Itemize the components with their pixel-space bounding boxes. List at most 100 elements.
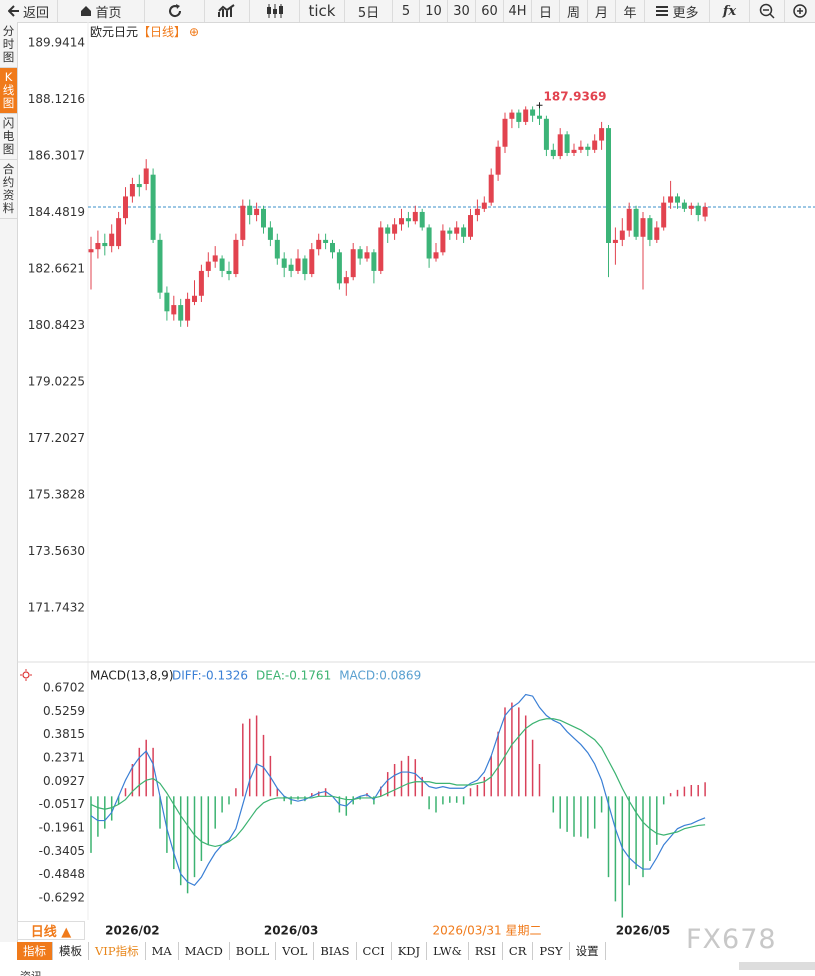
- candle-body: [688, 205, 694, 209]
- candle-body: [212, 255, 218, 262]
- candle-body: [116, 218, 122, 247]
- candle-body: [143, 168, 149, 184]
- x-tick-label: 2026/05: [616, 924, 670, 938]
- legend-entry: DEA:-0.1761: [256, 669, 331, 683]
- y-tick-label: 182.6621: [28, 262, 85, 276]
- candle-body: [323, 239, 329, 243]
- indicator-tab[interactable]: LW&: [427, 942, 469, 960]
- menu-icon: [656, 6, 669, 16]
- macd-title: MACD(13,8,9): [90, 669, 174, 683]
- y-tick-label: 0.6702: [43, 680, 85, 694]
- sidebar: 分时图 K线图 闪电图 合约资料: [0, 22, 18, 942]
- zoom-in[interactable]: [785, 0, 815, 22]
- macd-icon: [20, 669, 32, 681]
- candle-body: [599, 128, 605, 141]
- line-chart-button[interactable]: [205, 0, 250, 22]
- title-icon[interactable]: ⊕: [189, 25, 199, 39]
- candle-body: [564, 134, 570, 153]
- indicator-tab[interactable]: MACD: [178, 942, 230, 960]
- indicator-tab[interactable]: CCI: [356, 942, 392, 960]
- period-5d[interactable]: 5日: [345, 0, 393, 22]
- tab-contract[interactable]: 合约资料: [0, 160, 17, 219]
- candle-body: [702, 206, 708, 217]
- indicator-tab[interactable]: RSI: [468, 942, 503, 960]
- title-name: 欧元日元: [90, 25, 138, 39]
- candle-body: [419, 211, 425, 228]
- candle-body: [668, 196, 674, 203]
- candle-body: [675, 196, 680, 203]
- candle-body: [412, 211, 418, 222]
- candle-body: [330, 242, 335, 253]
- candle-body: [378, 227, 384, 271]
- back-label: 返回: [22, 5, 49, 21]
- period-5[interactable]: 5: [393, 0, 420, 22]
- high-marker: [536, 102, 543, 109]
- fx-button[interactable]: fx: [710, 0, 750, 22]
- candle-body: [495, 146, 501, 175]
- period-month[interactable]: 月: [588, 0, 616, 22]
- period-4h[interactable]: 4H: [504, 0, 532, 22]
- candle-body: [440, 230, 446, 253]
- indicator-tab[interactable]: PSY: [533, 942, 570, 960]
- candle-body: [640, 218, 646, 237]
- candle-body: [316, 239, 322, 250]
- candle-body: [192, 295, 197, 302]
- candle-body: [343, 277, 349, 284]
- candle-body: [281, 258, 287, 268]
- period-week[interactable]: 周: [560, 0, 588, 22]
- diff-line: [90, 693, 706, 886]
- candle-body: [240, 205, 246, 240]
- candle-body: [612, 239, 618, 243]
- tick-button[interactable]: tick: [300, 0, 345, 22]
- tab-timeshare[interactable]: 分时图: [0, 22, 17, 68]
- candle-body: [357, 249, 363, 259]
- indicator-tab[interactable]: 设置: [569, 942, 606, 960]
- indicator-tab[interactable]: CR: [502, 942, 534, 960]
- candle-body: [302, 258, 308, 275]
- candle-body: [647, 218, 653, 240]
- zoom-out[interactable]: [750, 0, 785, 22]
- y-tick-label: 177.2027: [28, 431, 85, 445]
- indicator-tab[interactable]: KDJ: [391, 942, 428, 960]
- indicator-tab[interactable]: MA: [145, 942, 179, 960]
- candle-body: [654, 227, 660, 240]
- candle-body: [537, 115, 542, 119]
- y-tick-label: 186.3017: [28, 149, 85, 163]
- indicator-tab[interactable]: BIAS: [314, 942, 357, 960]
- zoom-out-icon: [759, 3, 775, 19]
- refresh-button[interactable]: [145, 0, 205, 22]
- indicator-tab[interactable]: 指标: [17, 942, 53, 960]
- home-label: 首页: [95, 5, 122, 21]
- legend-entry: MACD:0.0869: [339, 669, 421, 683]
- candle-body: [661, 202, 667, 228]
- home-icon: [81, 6, 92, 16]
- candle-body: [578, 146, 584, 150]
- toolbar: 返回 首页 tick 5日 5 10 30 60 4H 日 周 月 年 更多 f…: [0, 0, 815, 23]
- candle-body: [109, 233, 115, 247]
- indicator-tab[interactable]: VIP指标: [89, 942, 146, 960]
- period-day[interactable]: 日: [532, 0, 560, 22]
- y-tick-label: 0.2371: [43, 750, 85, 764]
- indicator-tab[interactable]: VOL: [276, 942, 315, 960]
- period-10[interactable]: 10: [420, 0, 448, 22]
- indicator-tabs: 指标 模板 VIP指标 MA MACD BOLL VOL BIAS CCI KDJ LW& RSI CR…: [17, 942, 606, 960]
- candle-body: [433, 252, 439, 259]
- period-30[interactable]: 30: [448, 0, 476, 22]
- candle-body: [198, 270, 204, 296]
- tab-kline[interactable]: K线图: [0, 68, 17, 114]
- candle-body: [350, 249, 356, 278]
- home-button[interactable]: 首页: [58, 0, 145, 22]
- back-button[interactable]: 返回: [0, 0, 58, 22]
- candle-button[interactable]: [250, 0, 300, 22]
- period-year[interactable]: 年: [616, 0, 645, 22]
- period-button[interactable]: 日线 ▲: [17, 921, 85, 940]
- indicator-tab[interactable]: BOLL: [229, 942, 277, 960]
- candle-body: [392, 224, 398, 234]
- more-button[interactable]: 更多: [645, 0, 710, 22]
- candle-body: [447, 230, 453, 234]
- y-tick-label: 189.9414: [28, 36, 85, 50]
- period-60[interactable]: 60: [476, 0, 504, 22]
- indicator-tab[interactable]: 模板: [53, 942, 89, 960]
- tab-flash[interactable]: 闪电图: [0, 114, 17, 160]
